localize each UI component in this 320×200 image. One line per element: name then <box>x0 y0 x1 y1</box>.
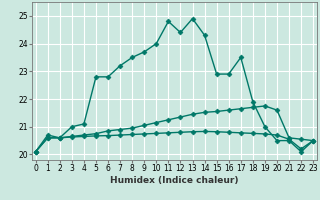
X-axis label: Humidex (Indice chaleur): Humidex (Indice chaleur) <box>110 176 239 185</box>
